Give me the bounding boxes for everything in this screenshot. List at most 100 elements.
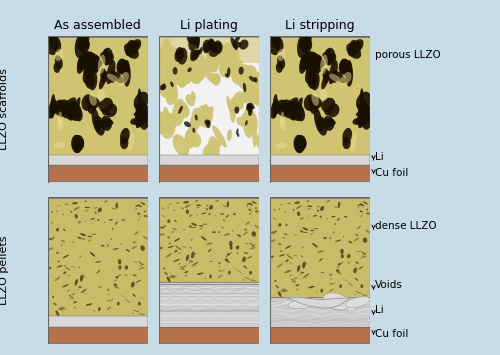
Ellipse shape [307, 206, 312, 207]
Ellipse shape [362, 294, 368, 296]
Ellipse shape [236, 117, 248, 127]
Ellipse shape [87, 98, 97, 114]
Ellipse shape [209, 205, 213, 210]
Ellipse shape [65, 204, 68, 205]
Ellipse shape [320, 289, 323, 293]
Ellipse shape [170, 276, 174, 278]
Ellipse shape [161, 118, 176, 139]
Ellipse shape [58, 308, 64, 310]
Ellipse shape [356, 234, 358, 236]
Ellipse shape [162, 215, 164, 217]
Bar [270, 155, 370, 165]
Ellipse shape [230, 245, 232, 250]
Ellipse shape [296, 205, 302, 209]
Ellipse shape [107, 74, 119, 82]
Ellipse shape [200, 104, 208, 121]
Ellipse shape [362, 237, 367, 243]
Ellipse shape [125, 274, 128, 276]
Ellipse shape [76, 137, 84, 148]
Ellipse shape [61, 240, 66, 242]
Ellipse shape [106, 307, 111, 310]
Ellipse shape [291, 281, 296, 283]
Ellipse shape [54, 276, 61, 281]
Ellipse shape [144, 215, 148, 217]
Ellipse shape [136, 116, 146, 128]
Ellipse shape [320, 89, 328, 101]
Ellipse shape [310, 230, 314, 231]
Ellipse shape [160, 84, 166, 90]
Ellipse shape [159, 38, 170, 62]
Ellipse shape [287, 203, 290, 204]
Ellipse shape [158, 78, 172, 98]
Ellipse shape [289, 104, 298, 120]
Ellipse shape [164, 65, 178, 82]
Ellipse shape [178, 252, 182, 254]
Ellipse shape [255, 207, 257, 209]
Ellipse shape [291, 104, 304, 121]
Ellipse shape [168, 55, 184, 66]
Ellipse shape [61, 103, 76, 119]
Ellipse shape [217, 44, 228, 59]
Ellipse shape [120, 66, 130, 77]
Ellipse shape [86, 75, 94, 86]
Ellipse shape [226, 215, 229, 218]
Ellipse shape [112, 208, 116, 209]
Ellipse shape [80, 256, 82, 258]
Ellipse shape [316, 116, 328, 136]
Bar [158, 155, 259, 165]
Ellipse shape [189, 261, 193, 262]
Ellipse shape [360, 284, 363, 288]
Ellipse shape [53, 142, 65, 149]
Ellipse shape [338, 263, 341, 266]
Ellipse shape [184, 271, 188, 273]
Ellipse shape [84, 207, 90, 208]
Ellipse shape [184, 51, 198, 62]
Ellipse shape [230, 103, 238, 115]
Ellipse shape [162, 46, 178, 59]
Ellipse shape [300, 272, 304, 273]
Ellipse shape [179, 73, 190, 85]
Ellipse shape [170, 54, 178, 70]
Ellipse shape [302, 262, 306, 268]
Ellipse shape [58, 99, 71, 115]
Ellipse shape [350, 42, 362, 52]
Ellipse shape [138, 205, 142, 207]
Text: As assembled: As assembled [54, 19, 141, 32]
Ellipse shape [134, 261, 138, 262]
Ellipse shape [318, 300, 344, 310]
Ellipse shape [68, 104, 78, 118]
Ellipse shape [330, 74, 341, 82]
Ellipse shape [244, 65, 258, 85]
Ellipse shape [56, 228, 59, 231]
Ellipse shape [139, 313, 145, 315]
Ellipse shape [186, 34, 199, 44]
Ellipse shape [212, 231, 216, 233]
Ellipse shape [158, 74, 172, 88]
Ellipse shape [274, 209, 276, 211]
Text: Cu foil: Cu foil [375, 329, 408, 339]
Ellipse shape [186, 255, 189, 261]
Ellipse shape [360, 211, 364, 212]
Bar [158, 284, 259, 327]
Ellipse shape [164, 267, 166, 269]
Ellipse shape [121, 295, 126, 298]
Ellipse shape [334, 223, 336, 225]
Bar [48, 327, 148, 343]
Ellipse shape [331, 72, 338, 83]
Ellipse shape [167, 114, 178, 126]
Ellipse shape [270, 231, 274, 234]
Ellipse shape [238, 72, 250, 89]
Ellipse shape [284, 211, 286, 213]
Ellipse shape [356, 111, 368, 118]
Ellipse shape [347, 254, 350, 258]
Ellipse shape [243, 83, 246, 92]
Ellipse shape [180, 269, 185, 270]
Ellipse shape [303, 232, 308, 233]
Ellipse shape [249, 271, 252, 275]
Ellipse shape [236, 252, 238, 254]
Ellipse shape [355, 261, 358, 264]
Ellipse shape [246, 73, 258, 96]
Ellipse shape [92, 108, 100, 132]
Ellipse shape [310, 233, 314, 235]
Text: LLZO scaffolds: LLZO scaffolds [0, 68, 9, 150]
